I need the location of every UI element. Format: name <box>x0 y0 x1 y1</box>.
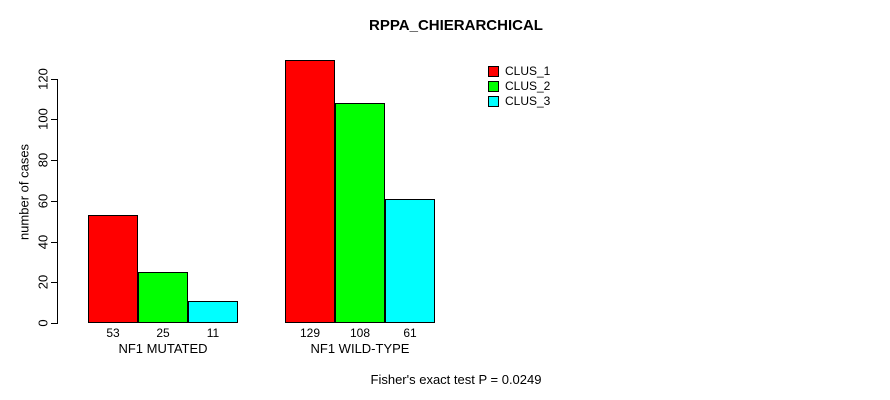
y-axis-tick <box>51 160 58 162</box>
bar-clus_1-nf1-wild-type <box>285 60 335 323</box>
bar-value-label: 11 <box>206 326 220 340</box>
legend-label: CLUS_2 <box>505 79 551 93</box>
y-axis-tick <box>51 241 58 243</box>
y-axis-tick <box>51 282 58 284</box>
y-axis-tick-label: 80 <box>35 152 51 168</box>
y-axis-tick <box>51 323 58 324</box>
bar-value-label: 108 <box>349 326 371 340</box>
legend-item-clus_3: CLUS_3 <box>488 94 550 109</box>
chart-title: RPPA_CHIERARCHICAL <box>369 17 543 34</box>
bar-value-label: 53 <box>106 326 120 340</box>
legend-swatch-icon <box>488 81 499 92</box>
legend: CLUS_1 CLUS_2 CLUS_3 <box>488 64 550 109</box>
bar-clus_3-nf1-wild-type <box>385 199 435 323</box>
bar-value-label: 129 <box>299 326 321 340</box>
y-axis-tick-label: 40 <box>35 234 51 249</box>
bar-clus_1-nf1-mutated <box>88 215 138 323</box>
legend-swatch-icon <box>488 96 499 107</box>
y-axis-tick <box>51 78 58 80</box>
bar-clus_3-nf1-mutated <box>188 301 238 323</box>
y-axis-tick-label: 20 <box>35 275 51 290</box>
category-label-nf1-mutated: NF1 MUTATED <box>118 341 208 356</box>
legend-label: CLUS_1 <box>505 64 551 78</box>
fisher-test-annotation: Fisher's exact test P = 0.0249 <box>370 372 542 387</box>
legend-label: CLUS_3 <box>505 94 551 108</box>
y-axis-tick-label: 100 <box>35 108 51 131</box>
bar-value-label: 61 <box>403 326 417 340</box>
legend-item-clus_2: CLUS_2 <box>488 79 550 94</box>
y-axis-tick <box>51 200 58 202</box>
bar-value-label: 25 <box>156 326 170 340</box>
category-label-nf1-wild-type: NF1 WILD-TYPE <box>310 341 410 356</box>
legend-item-clus_1: CLUS_1 <box>488 64 550 79</box>
y-axis-tick <box>51 119 58 121</box>
y-axis-label: number of cases <box>16 143 32 241</box>
bar-clus_2-nf1-wild-type <box>335 103 385 323</box>
y-axis-tick-label: 60 <box>35 193 51 209</box>
y-axis-tick-label: 120 <box>35 67 51 90</box>
y-axis-tick-label: 0 <box>35 319 51 327</box>
legend-swatch-icon <box>488 66 499 77</box>
bar-clus_2-nf1-mutated <box>138 272 188 323</box>
